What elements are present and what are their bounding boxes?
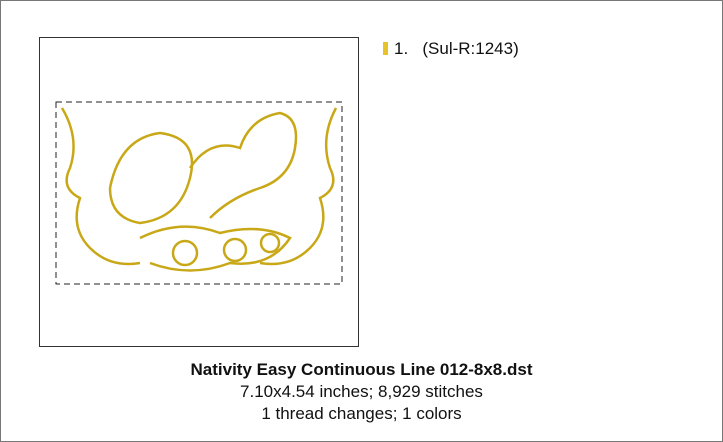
thread-name: (Sul-R:1243) (422, 39, 519, 58)
thread-number: 1. (394, 39, 409, 58)
embroidery-image (55, 101, 343, 285)
hoop-outline (55, 101, 343, 285)
stitch-art (60, 107, 338, 272)
design-title: Nativity Easy Continuous Line 012-8x8.ds… (190, 360, 533, 379)
thread-entry: 1. (Sul-R:1243) (383, 39, 519, 59)
design-colors: 1 thread changes; 1 colors (261, 404, 462, 423)
thread-swatch (383, 42, 388, 55)
design-preview (39, 37, 359, 347)
design-info: Nativity Easy Continuous Line 012-8x8.ds… (1, 359, 722, 425)
design-size: 7.10x4.54 inches; 8,929 stitches (240, 382, 483, 401)
